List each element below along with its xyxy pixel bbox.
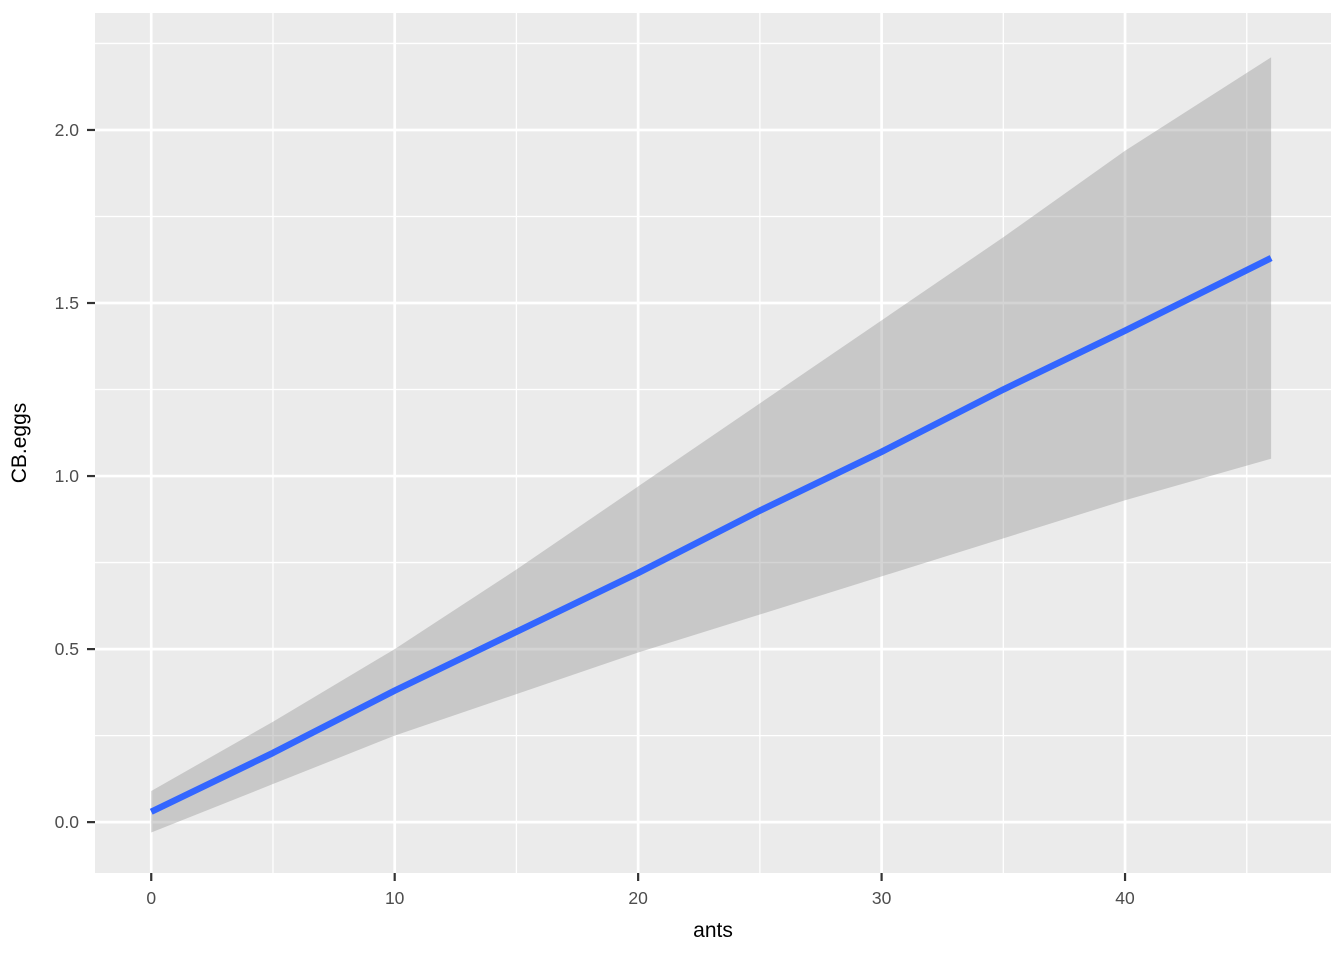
fit-line <box>149 255 1273 815</box>
x-tick-label: 30 <box>872 888 892 908</box>
x-tick-label: 10 <box>385 888 405 908</box>
y-axis-title: CB.eggs <box>8 403 31 484</box>
chart-area: 0 10 20 30 40 0.0 0.5 1.0 1.5 2.0 <box>55 13 1331 908</box>
y-tick-label: 1.0 <box>55 466 80 486</box>
y-tick-label: 2.0 <box>55 120 80 140</box>
y-tick-label: 0.0 <box>55 812 80 832</box>
y-tick-label: 1.5 <box>55 293 79 313</box>
confidence-ribbon <box>151 57 1272 833</box>
x-tick-label: 40 <box>1115 888 1135 908</box>
x-axis-title: ants <box>693 919 733 942</box>
x-tick-label: 0 <box>146 888 156 908</box>
x-tick-label: 20 <box>628 888 648 908</box>
y-tick-label: 0.5 <box>55 639 79 659</box>
